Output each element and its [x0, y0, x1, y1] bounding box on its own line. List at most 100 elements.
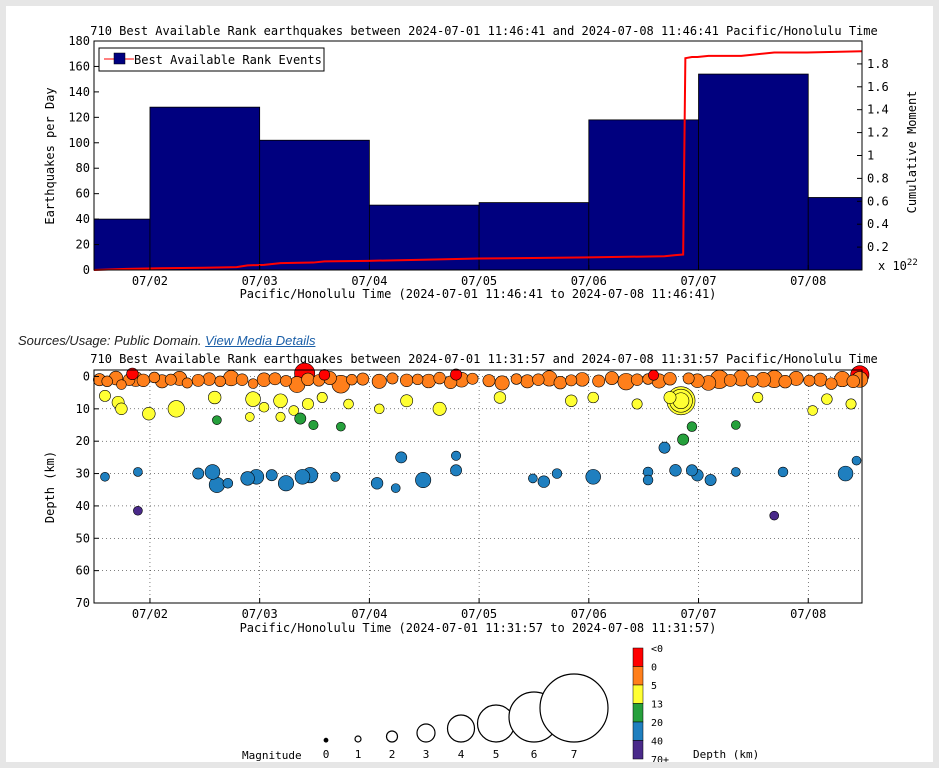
bar [149, 106, 261, 271]
y-tick-label: 20 [76, 434, 90, 448]
earthquake-point [669, 464, 682, 477]
earthquake-point [343, 398, 354, 410]
earthquake-point [421, 373, 436, 389]
earthquake-point [370, 477, 384, 490]
bar-series [93, 73, 863, 271]
y2-tick-label: 1.8 [867, 57, 889, 71]
earthquake-point [630, 373, 644, 386]
x-tick-label: 07/08 [790, 274, 826, 288]
earthquake-point [318, 369, 331, 381]
y-tick-label: 60 [76, 187, 90, 201]
y-tick-label: 30 [76, 467, 90, 481]
earthquake-point [336, 421, 346, 432]
legend-entry: Best Available Rank Events [134, 53, 322, 67]
earthquake-point [604, 371, 619, 386]
figure-frame: 710 Best Available Rank earthquakes betw… [6, 6, 933, 762]
sources-label: Sources/Usage: Public Domain. [18, 333, 202, 348]
earthquake-point [245, 391, 261, 407]
earthquake-point [658, 441, 671, 454]
magnitude-legend-label: 1 [355, 748, 362, 761]
y-tick-label: 60 [76, 564, 90, 578]
y-axis-label: Earthquakes per Day [43, 87, 57, 224]
earthquake-point [133, 505, 143, 516]
earthquake-point [752, 392, 764, 403]
x-axis-label: Pacific/Honolulu Time (2024-07-01 11:31:… [240, 621, 717, 635]
earthquake-point [245, 412, 255, 422]
x-tick-label: 07/05 [461, 607, 497, 621]
magnitude-legend-circle [323, 737, 329, 743]
magnitude-legend-circle [416, 723, 436, 743]
earthquake-point [386, 372, 399, 385]
y-tick-label: 180 [68, 34, 90, 48]
earthquake-point [493, 391, 507, 404]
earthquake-point [846, 374, 860, 388]
earthquake-point [450, 464, 462, 477]
earthquake-point [288, 405, 299, 416]
bar [478, 202, 590, 271]
bar [259, 139, 370, 271]
sources-usage: Sources/Usage: Public Domain. View Media… [18, 333, 315, 348]
earthquake-point [565, 374, 578, 387]
earthquake-point [316, 392, 328, 403]
earthquake-point [222, 478, 234, 489]
x-tick-label: 07/05 [461, 274, 497, 288]
earthquake-point [265, 469, 278, 482]
depth-colorbar-segment [632, 684, 644, 704]
earthquake-point [723, 373, 737, 387]
y2-multiplier: x 1022 [878, 258, 918, 273]
earthquake-point [432, 401, 447, 416]
earthquake-point [258, 401, 270, 413]
depth-colorbar-label: <0 [651, 644, 663, 655]
earthquake-point [663, 372, 677, 386]
bar [698, 73, 809, 271]
earthquake-point [192, 467, 205, 480]
y-axis-ticks: 0 20 40 60 80 100 120 140 160 180 [68, 34, 99, 277]
earthquake-point [825, 377, 838, 390]
earthquake-point [214, 375, 226, 388]
earthquake-point [142, 407, 156, 421]
chart-title: 710 Best Available Rank earthquakes betw… [90, 352, 877, 366]
depth-colorbar-label: 5 [651, 681, 657, 692]
depth-colorbar-label: 40 [651, 737, 663, 748]
magnitude-legend-circle [539, 673, 609, 743]
earthquake-point [510, 373, 523, 385]
earthquake-point [395, 451, 408, 464]
earthquake-point [778, 374, 792, 389]
plot-area-border [93, 369, 863, 604]
y-tick-label: 120 [68, 110, 90, 124]
earthquake-point [731, 420, 741, 430]
view-media-details-link[interactable]: View Media Details [205, 333, 316, 348]
magnitude-legend-label: 7 [571, 748, 578, 761]
depth-colorbar-label: 13 [651, 700, 663, 711]
earthquake-point [202, 372, 216, 386]
depth-colorbar-segment [632, 666, 644, 686]
earthquake-point [415, 472, 432, 489]
earthquake-point [821, 393, 833, 405]
x-tick-label: 07/04 [351, 607, 387, 621]
earthquake-point [136, 373, 151, 388]
x-tick-label: 07/02 [132, 607, 168, 621]
x-axis-ticks: 07/02 07/03 07/04 07/05 07/06 07/07 07/08 [132, 265, 826, 288]
y2-tick-label: 1 [867, 149, 874, 163]
depth-legend-title: Depth (km) [693, 748, 759, 761]
y-tick-label: 40 [76, 212, 90, 226]
magnitude-legend-label: 2 [389, 748, 396, 761]
y-tick-label: 70 [76, 596, 90, 610]
chart-title: 710 Best Available Rank earthquakes betw… [90, 24, 877, 38]
y-axis-label: Depth (km) [43, 451, 57, 523]
earthquake-point [191, 373, 205, 387]
magnitude-legend-label: 6 [531, 748, 538, 761]
earthquake-point [642, 474, 654, 486]
earthquake-point [247, 378, 259, 389]
earthquake-point [115, 402, 128, 415]
earthquake-point [686, 464, 698, 477]
earthquake-point [99, 389, 111, 402]
depth-colorbar-segment [632, 740, 644, 760]
x-tick-label: 07/06 [571, 274, 607, 288]
earthquake-point [390, 483, 401, 493]
earthquake-point [851, 455, 862, 466]
earthquake-point [204, 464, 221, 480]
earthquake-point [294, 412, 307, 425]
depth-colorbar-label: 70+ [651, 755, 669, 762]
earthquake-point [592, 374, 606, 388]
